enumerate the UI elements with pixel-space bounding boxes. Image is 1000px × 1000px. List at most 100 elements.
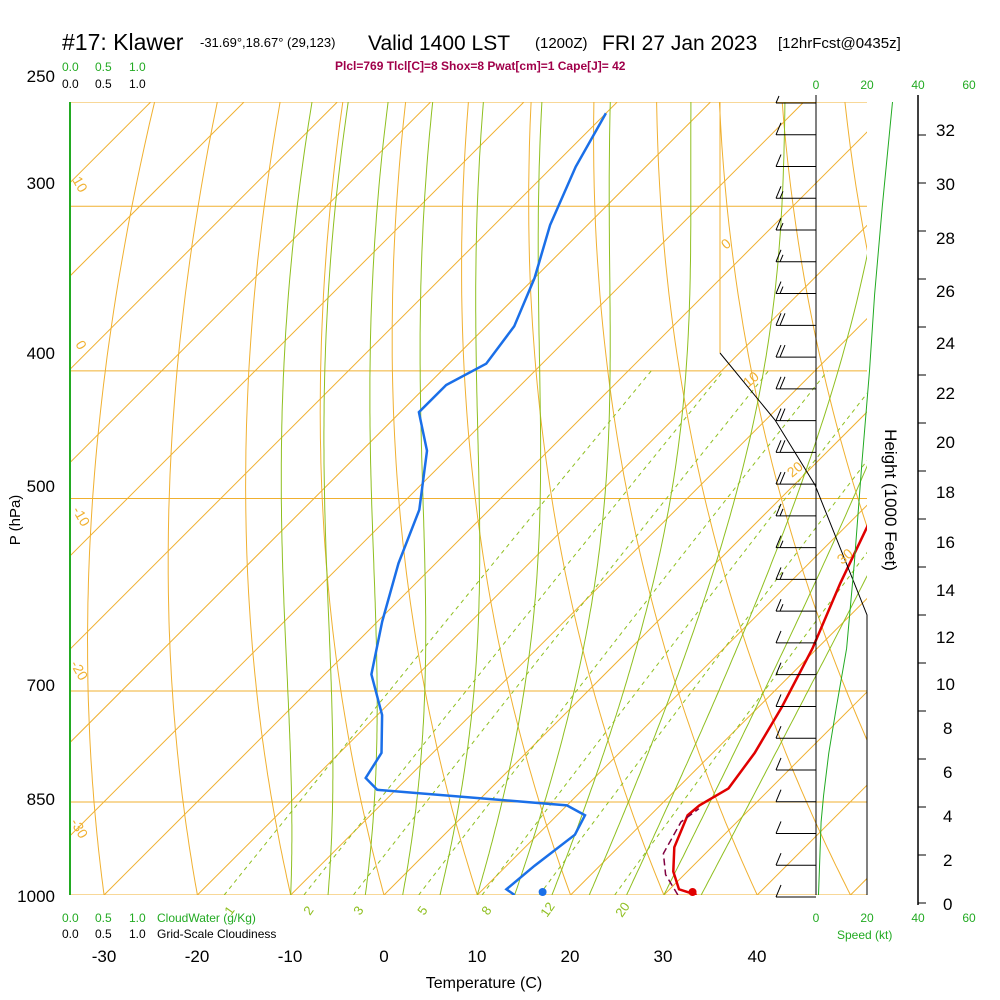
wind-barb <box>775 217 816 231</box>
moist-adiabat-22 <box>588 102 786 895</box>
isotherm--70 <box>70 102 525 557</box>
wind-barb-half <box>779 222 784 231</box>
series-dewpoint <box>364 112 607 895</box>
mixing-ratio-1 <box>223 370 652 895</box>
dry-adiabat-90 <box>908 102 1000 895</box>
surface-temperature-point <box>688 888 697 896</box>
wind-barb-flag <box>775 217 782 231</box>
dry-adiabat-10 <box>391 102 478 895</box>
wind-barb <box>775 281 816 295</box>
series-parcel <box>662 808 700 895</box>
isotherm--60 <box>70 102 618 650</box>
wind-barb <box>775 598 816 612</box>
skewt-extras <box>69 95 926 905</box>
wind-barb <box>775 440 816 453</box>
wind-barb-flag <box>775 789 782 802</box>
dry-adiabat-80 <box>844 102 867 252</box>
dry-adiabat--30 <box>86 102 156 895</box>
isotherm-10 <box>476 504 867 895</box>
wind-barb-flag <box>775 249 782 262</box>
wind-barb-half <box>779 254 784 262</box>
wind-barb <box>775 726 816 739</box>
isotherm--120 <box>0 102 57 895</box>
wind-barb <box>775 471 816 485</box>
mixing-ratio-5 <box>418 370 828 895</box>
wind-barb-half <box>775 95 780 104</box>
moist-adiabat-10 <box>476 102 543 895</box>
isotherm-0 <box>383 411 867 895</box>
wind-barb-half <box>779 286 784 294</box>
wind-barb-flag <box>775 853 782 866</box>
wind-barb-flag <box>775 726 782 739</box>
wind-barb <box>775 408 816 422</box>
moist-adiabat-30 <box>663 465 867 895</box>
wind-barb <box>775 694 816 707</box>
wind-barb-flag <box>775 567 782 580</box>
wind-barb-flag <box>779 344 786 358</box>
moist-adiabat--2 <box>364 102 389 895</box>
isotherm--30 <box>103 131 867 895</box>
skewt-series <box>364 112 867 895</box>
wind-barb-flag <box>775 376 782 390</box>
isotherm--90 <box>70 102 338 371</box>
isotherm-50 <box>850 877 867 895</box>
wind-barb <box>775 344 816 358</box>
wind-barb-flag <box>775 154 782 167</box>
wind-barb-flag <box>775 408 782 421</box>
wind-barb-flag <box>775 630 782 644</box>
mixing-ratio-12 <box>538 459 867 895</box>
wind-barb-half <box>779 572 784 580</box>
dry-adiabat-30 <box>528 102 665 895</box>
wind-barb-flag <box>779 408 786 421</box>
dry-adiabat-50 <box>656 102 851 895</box>
wind-barb <box>775 535 816 549</box>
wind-barb <box>775 757 816 771</box>
wind-barb-flag <box>775 503 782 517</box>
wind-barb-flag <box>775 313 782 326</box>
wind-barb-flag <box>779 440 786 453</box>
boundary-line <box>719 352 868 895</box>
wind-barb-flag <box>775 344 782 358</box>
moist-adiabat-14 <box>514 102 611 895</box>
isotherm--100 <box>70 102 245 277</box>
wind-speed-profile <box>818 101 893 896</box>
dry-adiabat-70 <box>781 102 867 529</box>
wind-barb <box>775 630 816 644</box>
series-temperature <box>672 524 867 895</box>
mixing-ratio-20 <box>614 551 867 895</box>
wind-barb <box>775 249 816 263</box>
moist-adiabat-18 <box>551 102 692 895</box>
wind-barb-flag <box>775 471 782 485</box>
isotherm--80 <box>70 102 431 464</box>
wind-barb <box>775 789 816 803</box>
wind-barb-flag <box>775 598 782 612</box>
moist-adiabat-2 <box>402 102 434 895</box>
dry-adiabat--10 <box>245 102 292 895</box>
isotherm--10 <box>290 317 867 895</box>
dry-adiabat-20 <box>461 102 572 895</box>
wind-barb <box>775 884 816 898</box>
isotherm--20 <box>197 224 867 895</box>
dry-adiabat--20 <box>167 102 218 895</box>
moist-adiabat-6 <box>439 102 484 895</box>
wind-barb <box>775 313 816 326</box>
wind-barb-half <box>779 191 784 199</box>
wind-barb <box>775 376 816 390</box>
moist-adiabat--6 <box>323 102 349 895</box>
moist-adiabat-34 <box>700 575 867 895</box>
wind-barb <box>775 853 816 866</box>
wind-barb-flag <box>775 281 782 294</box>
wind-barb <box>775 567 816 580</box>
wind-barb-half <box>779 540 784 548</box>
isotherm--40 <box>70 102 805 837</box>
wind-barb <box>775 95 816 104</box>
wind-barb-flag <box>775 884 782 898</box>
moist-adiabat--10 <box>280 102 313 895</box>
wind-barb <box>775 186 816 199</box>
wind-barb-flag <box>779 313 786 326</box>
wind-barb-flag <box>775 821 782 834</box>
wind-barb-flag <box>775 122 782 135</box>
wind-barb-flag <box>779 471 786 485</box>
wind-barb-flag <box>775 535 782 548</box>
